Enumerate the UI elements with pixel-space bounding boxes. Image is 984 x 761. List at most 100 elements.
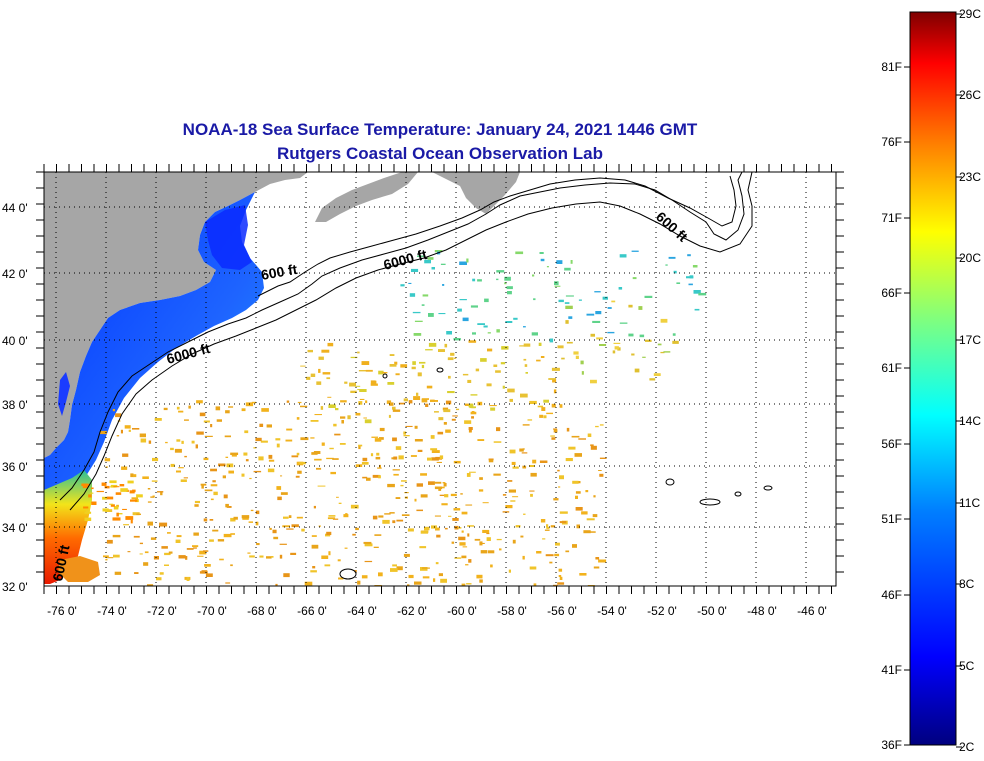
sst-speckle bbox=[412, 361, 416, 365]
sst-speckle bbox=[384, 513, 391, 515]
sst-speckle bbox=[120, 488, 128, 492]
sst-speckle bbox=[283, 516, 289, 519]
sst-speckle bbox=[318, 368, 321, 373]
sst-speckle bbox=[480, 358, 487, 362]
sst-speckle bbox=[272, 529, 277, 534]
sst-speckle bbox=[176, 470, 181, 473]
sst-speckle bbox=[551, 367, 560, 371]
sst-speckle bbox=[372, 474, 380, 478]
sst-speckle bbox=[414, 581, 422, 585]
sst-speckle bbox=[407, 528, 414, 532]
sst-speckle bbox=[191, 440, 195, 444]
sst-speckle bbox=[593, 566, 600, 569]
lon-label: -62 0' bbox=[397, 604, 427, 618]
sst-speckle bbox=[469, 406, 476, 409]
sst-speckle bbox=[611, 300, 616, 303]
sst-speckle bbox=[159, 572, 164, 575]
sst-speckle bbox=[653, 373, 661, 376]
sst-speckle bbox=[442, 482, 446, 484]
sst-speckle bbox=[357, 580, 361, 585]
sst-speckle bbox=[286, 528, 294, 530]
sst-speckle bbox=[572, 480, 579, 484]
sst-speckle bbox=[106, 496, 114, 500]
sst-speckle bbox=[363, 417, 367, 419]
sst-speckle bbox=[598, 470, 602, 471]
sst-speckle bbox=[428, 481, 435, 485]
colorbar-ticks: 29C 26C 23C 20C 17C 14C 11C 8C 5C 2C 81F 76F 71F 66F 6… bbox=[881, 7, 981, 754]
sst-speckle bbox=[419, 546, 427, 549]
lon-label: -46 0' bbox=[797, 604, 827, 618]
sst-speckle bbox=[350, 390, 357, 393]
depth-label-6000ft-north: 6000 ft bbox=[382, 246, 429, 273]
cb-label-celsius: 11C bbox=[959, 496, 980, 510]
sst-speckle bbox=[543, 415, 547, 419]
sst-speckle bbox=[559, 511, 568, 514]
sst-speckle bbox=[219, 558, 224, 561]
sst-speckle bbox=[361, 575, 368, 579]
sst-speckle bbox=[443, 483, 447, 487]
sst-speckle bbox=[392, 469, 400, 471]
latitude-labels: 44 0' 42 0' 40 0' 38 0' 36 0' 34 0' 32 0' bbox=[2, 201, 28, 594]
sst-speckle bbox=[631, 250, 639, 252]
sst-speckle bbox=[109, 503, 114, 505]
sst-speckle bbox=[125, 516, 134, 520]
sst-speckle bbox=[493, 473, 501, 476]
sst-speckle bbox=[389, 402, 394, 406]
sst-speckle bbox=[439, 455, 444, 460]
sst-speckle bbox=[435, 527, 440, 531]
sst-speckle bbox=[595, 311, 602, 315]
sst-speckle bbox=[364, 419, 372, 424]
sst-speckle bbox=[115, 413, 122, 418]
sst-speckle bbox=[467, 525, 475, 527]
sst-speckle bbox=[249, 555, 255, 558]
sst-speckle bbox=[255, 521, 259, 526]
sst-speckle bbox=[495, 370, 501, 373]
map-frame bbox=[43, 171, 837, 587]
sst-speckle bbox=[450, 493, 457, 497]
sst-speckle bbox=[439, 494, 445, 496]
sst-speckle bbox=[657, 343, 662, 346]
sst-speckle bbox=[170, 463, 175, 467]
sst-speckle bbox=[105, 559, 108, 561]
sst-speckle bbox=[200, 483, 207, 486]
sst-speckle bbox=[310, 420, 319, 422]
sst-speckle bbox=[628, 304, 633, 308]
sst-speckle bbox=[316, 381, 322, 385]
sst-speckle bbox=[476, 574, 483, 579]
sst-speckle bbox=[598, 559, 607, 563]
sst-speckle bbox=[553, 389, 557, 394]
cb-label-celsius: 2C bbox=[959, 740, 975, 754]
sst-speckle bbox=[222, 475, 226, 479]
sst-speckle bbox=[313, 451, 321, 454]
sst-speckle bbox=[551, 403, 556, 408]
sst-speckle bbox=[335, 408, 339, 411]
sst-speckle bbox=[321, 349, 330, 353]
sst-speckle bbox=[521, 452, 528, 454]
sst-speckle bbox=[147, 584, 154, 586]
sst-speckle bbox=[121, 466, 128, 470]
land-mass bbox=[44, 172, 308, 458]
sst-speckle bbox=[226, 506, 232, 508]
sst-speckle bbox=[529, 490, 535, 492]
sst-speckle bbox=[314, 414, 322, 416]
sst-speckle bbox=[558, 575, 562, 577]
sst-speckle bbox=[326, 531, 332, 535]
sst-speckle bbox=[181, 440, 184, 444]
sst-speckle bbox=[123, 524, 129, 526]
sst-speckle bbox=[421, 304, 425, 306]
sst-speckle bbox=[532, 274, 535, 277]
sst-speckle bbox=[427, 457, 432, 461]
lon-label: -74 0' bbox=[97, 604, 127, 618]
sst-speckle bbox=[375, 456, 381, 460]
sst-speckle bbox=[542, 538, 546, 540]
sst-speckle bbox=[321, 555, 329, 559]
sst-speckle bbox=[417, 449, 423, 452]
sst-speckle bbox=[486, 533, 490, 535]
sst-speckle bbox=[477, 279, 482, 282]
sst-speckle bbox=[453, 460, 461, 464]
lon-label: -64 0' bbox=[347, 604, 377, 618]
sst-speckle bbox=[116, 435, 120, 437]
sst-speckle bbox=[288, 515, 292, 518]
sst-speckle bbox=[228, 470, 234, 474]
